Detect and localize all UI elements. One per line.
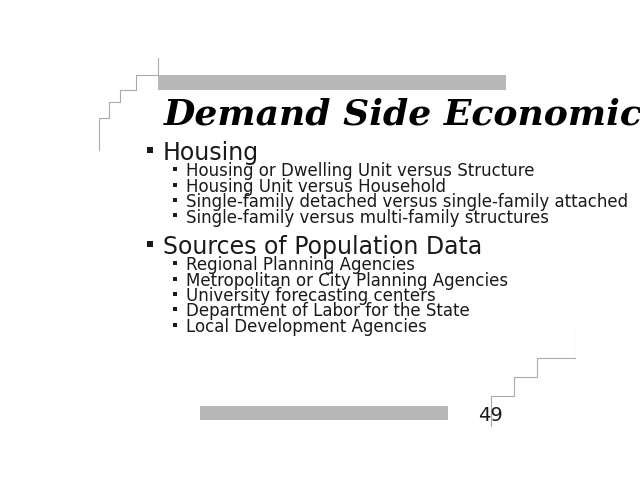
Text: Sources of Population Data: Sources of Population Data: [163, 235, 482, 259]
Text: Single-family versus multi-family structures: Single-family versus multi-family struct…: [186, 208, 549, 227]
Text: 49: 49: [478, 407, 503, 425]
Text: Housing Unit versus Household: Housing Unit versus Household: [186, 178, 446, 196]
Bar: [200, 406, 448, 420]
Text: Housing or Dwelling Unit versus Structure: Housing or Dwelling Unit versus Structur…: [186, 162, 534, 180]
Text: Housing: Housing: [163, 141, 259, 165]
Text: Local Development Agencies: Local Development Agencies: [186, 318, 427, 336]
Text: Single-family detached versus single-family attached: Single-family detached versus single-fam…: [186, 193, 628, 211]
Text: Regional Planning Agencies: Regional Planning Agencies: [186, 256, 415, 274]
Text: University forecasting centers: University forecasting centers: [186, 287, 436, 305]
Text: Department of Labor for the State: Department of Labor for the State: [186, 302, 470, 321]
Bar: [157, 74, 506, 90]
Text: Metropolitan or City Planning Agencies: Metropolitan or City Planning Agencies: [186, 272, 508, 289]
Text: Demand Side Economic Variables: Demand Side Economic Variables: [164, 97, 640, 132]
